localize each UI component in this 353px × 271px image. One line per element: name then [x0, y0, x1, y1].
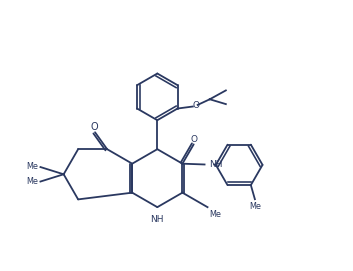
Text: NH: NH — [209, 160, 223, 169]
Text: O: O — [192, 101, 199, 110]
Text: Me: Me — [249, 202, 261, 211]
Text: Me: Me — [26, 162, 38, 171]
Text: Me: Me — [209, 210, 221, 220]
Text: O: O — [191, 136, 198, 144]
Text: NH: NH — [151, 215, 164, 224]
Text: Me: Me — [26, 178, 38, 186]
Text: O: O — [91, 122, 98, 132]
